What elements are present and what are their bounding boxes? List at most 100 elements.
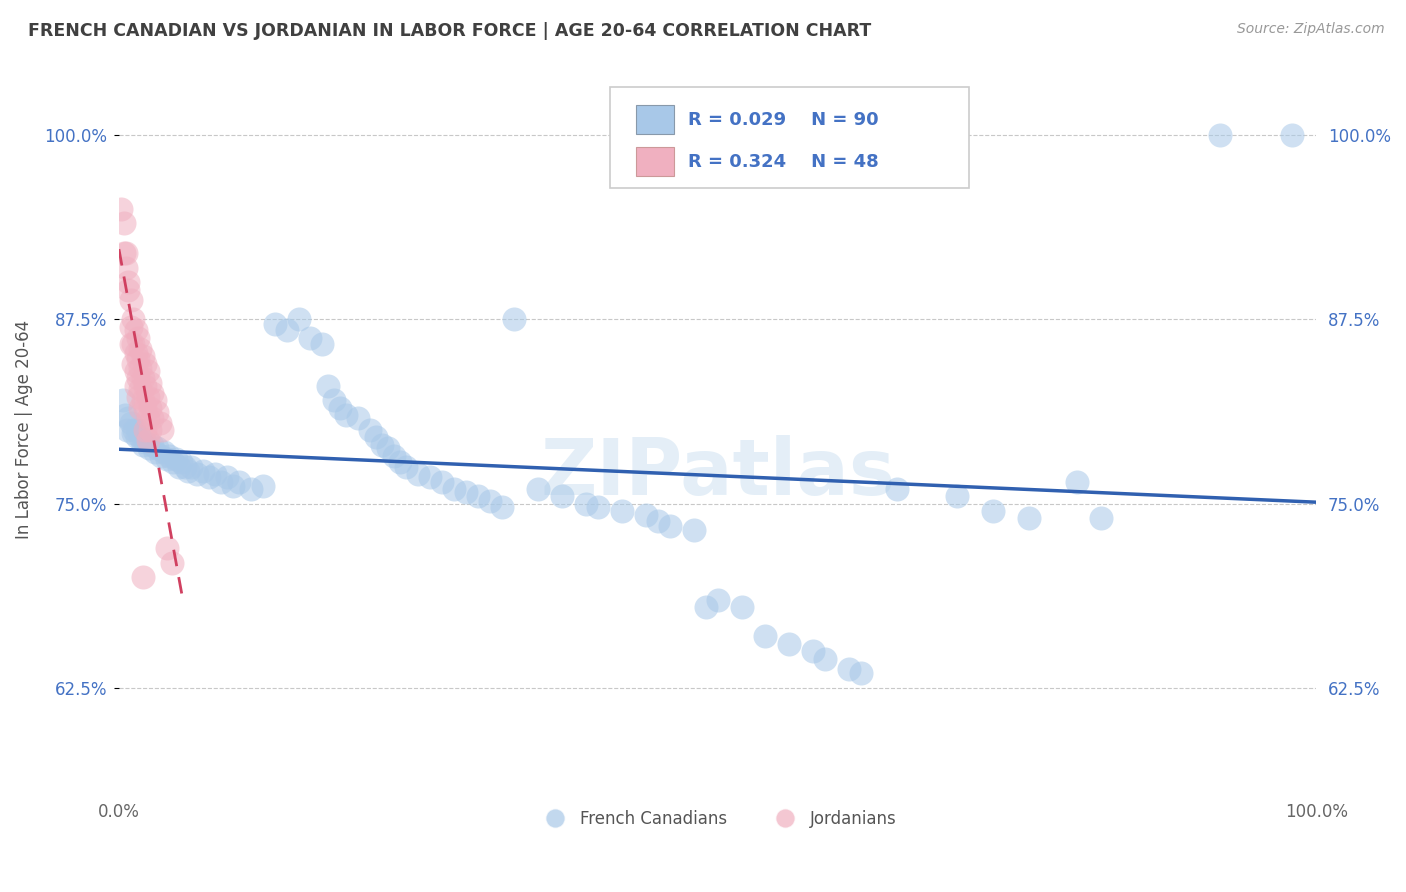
Point (134, 378, 156, 392)
Point (124, 323, 146, 337)
Point (127, 423, 149, 437)
Point (551, 489, 574, 503)
Point (1090, 511, 1112, 525)
Point (122, 312, 145, 326)
Point (886, 482, 908, 496)
Point (156, 541, 179, 555)
Point (122, 337, 145, 351)
Point (318, 378, 340, 392)
Point (252, 479, 274, 493)
Point (129, 382, 152, 396)
Point (838, 662, 860, 676)
Point (778, 637, 800, 651)
Point (134, 434, 156, 449)
Point (120, 319, 142, 334)
Text: R = 0.324    N = 48: R = 0.324 N = 48 (688, 153, 879, 170)
Point (146, 441, 169, 455)
Point (143, 445, 166, 459)
Point (143, 393, 166, 408)
Point (311, 337, 333, 351)
Y-axis label: In Labor Force | Age 20-64: In Labor Force | Age 20-64 (15, 320, 32, 540)
Point (115, 246, 138, 260)
Point (146, 405, 169, 419)
Point (149, 416, 172, 430)
Point (1281, 128, 1303, 142)
Point (127, 391, 149, 405)
Point (443, 482, 465, 496)
Point (117, 283, 139, 297)
Point (150, 423, 173, 437)
Point (136, 364, 159, 378)
Point (215, 470, 238, 484)
Point (125, 430, 148, 444)
Point (359, 423, 381, 437)
Point (129, 342, 152, 356)
Point (110, 202, 132, 216)
Point (132, 570, 155, 584)
Point (124, 346, 146, 360)
Point (366, 430, 388, 444)
Point (575, 497, 598, 511)
Point (115, 260, 138, 275)
Point (167, 459, 190, 474)
Point (329, 401, 352, 415)
Point (127, 331, 149, 345)
Point (138, 441, 160, 455)
Point (120, 337, 142, 351)
Point (129, 430, 152, 444)
Point (634, 508, 657, 523)
Point (160, 556, 183, 570)
Point (191, 464, 214, 478)
Point (136, 434, 159, 448)
Point (117, 276, 139, 290)
Point (503, 312, 526, 326)
Point (981, 504, 1004, 518)
Point (122, 357, 145, 371)
Point (127, 371, 149, 385)
Point (134, 423, 156, 437)
Point (706, 592, 728, 607)
Point (173, 459, 195, 474)
Point (120, 293, 142, 307)
Point (323, 393, 346, 408)
Point (851, 666, 873, 681)
Point (754, 629, 776, 643)
Point (124, 423, 146, 437)
Point (136, 391, 159, 405)
Point (124, 364, 146, 378)
Point (127, 352, 149, 367)
Point (263, 317, 285, 331)
Point (129, 360, 152, 375)
Point (610, 504, 633, 518)
Point (129, 401, 152, 415)
Point (527, 482, 550, 496)
Point (204, 467, 226, 482)
Point (647, 514, 669, 528)
Point (228, 475, 250, 489)
Point (586, 500, 609, 514)
Point (239, 482, 262, 496)
Point (122, 425, 145, 440)
Point (430, 475, 453, 489)
Point (347, 411, 370, 425)
Point (695, 599, 717, 614)
Point (134, 357, 156, 371)
Legend: French Canadians, Jordanians: French Canadians, Jordanians (531, 804, 904, 835)
Point (658, 518, 681, 533)
Point (117, 423, 139, 437)
Point (141, 386, 163, 401)
Point (1018, 511, 1040, 525)
Point (467, 489, 489, 503)
Point (682, 523, 704, 537)
Point (141, 437, 163, 451)
Point (886, 157, 908, 171)
FancyBboxPatch shape (636, 147, 675, 177)
Point (177, 464, 200, 478)
Point (221, 479, 243, 493)
Point (371, 437, 394, 451)
Point (395, 459, 418, 474)
Text: Source: ZipAtlas.com: Source: ZipAtlas.com (1237, 22, 1385, 37)
Point (276, 323, 298, 337)
Point (170, 455, 193, 469)
Point (136, 411, 159, 425)
